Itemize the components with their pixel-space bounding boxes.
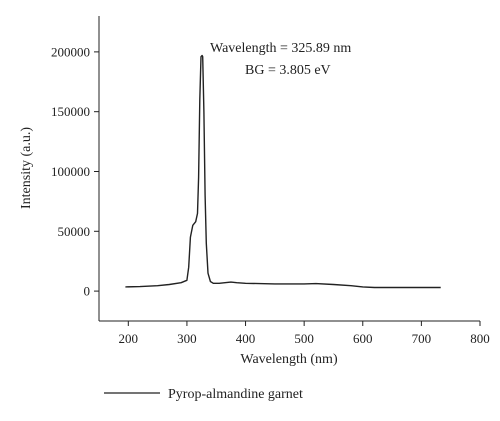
- series-line-0: [125, 54, 441, 289]
- annotation-wavelength: Wavelength = 325.89 nm: [210, 41, 351, 56]
- axes: [98, 16, 480, 322]
- x-tick-label-300: 300: [177, 331, 197, 346]
- y-axis-title: Intensity (a.u.): [19, 127, 34, 209]
- x-tick-label-800: 800: [470, 331, 490, 346]
- x-tick-label-400: 400: [236, 331, 256, 346]
- x-tick-label-600: 600: [353, 331, 373, 346]
- y-tick-label-150000: 150000: [51, 104, 90, 119]
- x-axis-title: Wavelength (nm): [240, 352, 338, 367]
- annotation-bandgap: BG = 3.805 eV: [245, 63, 331, 78]
- plot-area: [125, 54, 441, 289]
- x-tick-label-700: 700: [412, 331, 432, 346]
- y-tick-label-50000: 50000: [58, 224, 91, 239]
- ticks: 200 300 400 500 600 700 800 0 50000 100000 150000 2…: [51, 44, 490, 346]
- legend-label: Pyrop-almandine garnet: [168, 387, 303, 402]
- y-tick-label-100000: 100000: [51, 164, 90, 179]
- y-tick-label-0: 0: [84, 284, 91, 299]
- y-tick-label-200000: 200000: [51, 44, 90, 59]
- x-tick-label-500: 500: [294, 331, 314, 346]
- x-tick-label-200: 200: [119, 331, 139, 346]
